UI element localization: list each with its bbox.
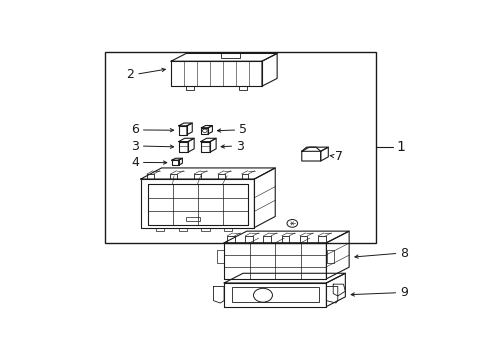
- Bar: [186, 86, 193, 90]
- Text: 3: 3: [131, 140, 139, 153]
- Text: 2: 2: [126, 68, 134, 81]
- Text: 4: 4: [131, 156, 139, 169]
- Text: 1: 1: [396, 140, 405, 154]
- Text: 5: 5: [239, 123, 247, 136]
- Text: 8: 8: [400, 247, 407, 260]
- Bar: [239, 86, 246, 90]
- Bar: [231, 287, 318, 302]
- Bar: [224, 228, 232, 231]
- Bar: [178, 228, 186, 231]
- Text: 7: 7: [334, 149, 342, 162]
- Bar: [326, 250, 333, 262]
- Bar: [220, 53, 239, 58]
- Text: 9: 9: [400, 286, 407, 299]
- Bar: [201, 228, 209, 231]
- Text: 6: 6: [131, 123, 139, 136]
- Bar: [156, 228, 164, 231]
- Bar: [217, 250, 224, 262]
- Bar: [104, 51, 375, 243]
- Text: 3: 3: [236, 140, 244, 153]
- Bar: [186, 217, 200, 221]
